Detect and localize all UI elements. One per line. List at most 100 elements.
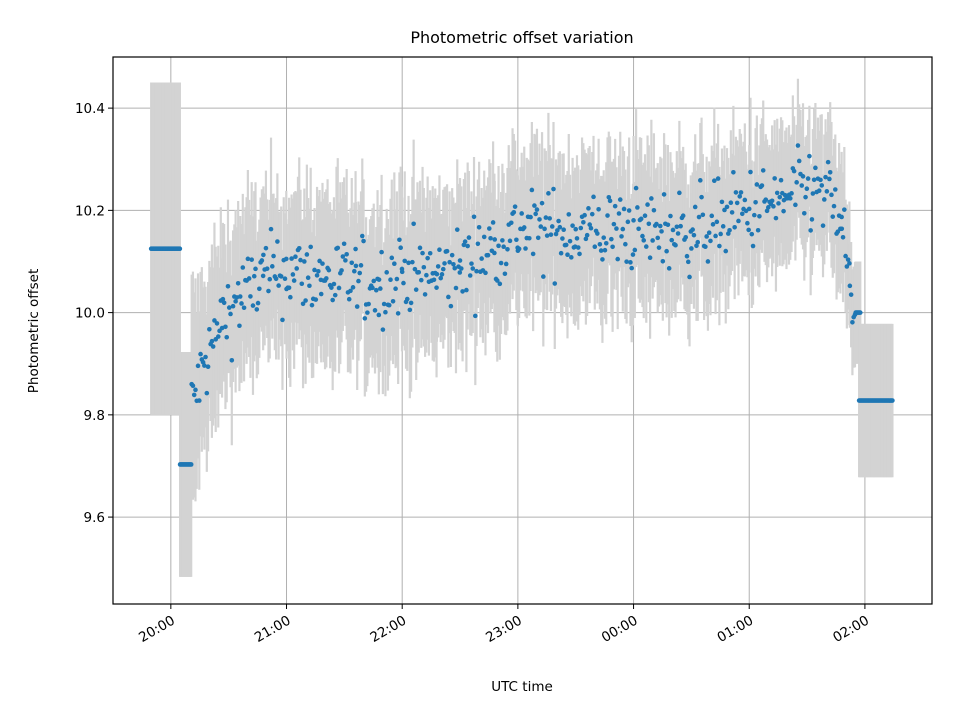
data-point xyxy=(669,237,675,243)
data-point xyxy=(625,219,631,225)
plot-frame xyxy=(112,56,933,605)
data-point xyxy=(720,224,726,229)
data-point xyxy=(727,227,732,233)
data-point xyxy=(660,258,666,264)
data-point xyxy=(710,222,716,227)
data-point xyxy=(629,265,634,271)
data-point xyxy=(324,276,329,281)
data-point xyxy=(670,227,676,233)
data-point xyxy=(804,186,810,192)
data-point xyxy=(857,310,863,315)
data-point xyxy=(600,257,605,262)
x-axis: 20:00 21:00 22:00 23:00 00:00 01:00 02:00 xyxy=(136,604,872,646)
data-point xyxy=(449,252,455,258)
data-point xyxy=(483,270,488,276)
data-point xyxy=(801,211,807,216)
y-axis: 9.6 9.8 10.0 10.2 10.4 xyxy=(75,101,113,526)
data-point xyxy=(196,398,202,403)
data-point xyxy=(289,256,294,261)
data-point xyxy=(609,236,614,242)
data-point xyxy=(737,194,743,199)
data-point xyxy=(271,253,276,259)
data-point xyxy=(605,213,610,218)
data-point xyxy=(485,252,491,258)
data-point xyxy=(362,316,368,321)
data-point xyxy=(651,207,657,213)
x-tick-label: 21:00 xyxy=(252,613,294,646)
data-point xyxy=(346,296,352,302)
data-point xyxy=(424,272,429,278)
data-point xyxy=(591,194,596,200)
data-point xyxy=(229,358,235,363)
data-point xyxy=(620,226,626,232)
data-point xyxy=(642,213,648,219)
data-point xyxy=(831,203,837,209)
error-bars xyxy=(150,78,894,577)
data-point xyxy=(370,285,375,291)
data-point xyxy=(326,267,332,273)
data-point xyxy=(665,222,671,228)
data-point xyxy=(358,263,364,268)
data-point xyxy=(684,253,690,259)
data-point xyxy=(410,259,415,265)
data-point xyxy=(632,247,638,253)
data-point xyxy=(754,182,760,187)
data-point xyxy=(417,245,423,251)
data-point xyxy=(819,183,825,188)
data-point xyxy=(469,261,474,266)
data-point xyxy=(607,198,613,204)
data-point xyxy=(631,218,636,223)
data-point xyxy=(215,334,221,339)
data-point xyxy=(689,246,694,251)
data-point xyxy=(307,283,312,289)
data-point xyxy=(816,188,822,194)
data-point xyxy=(630,252,636,257)
data-point xyxy=(427,250,433,256)
data-point xyxy=(453,285,459,291)
data-point xyxy=(558,250,564,256)
data-point xyxy=(659,229,664,234)
data-point xyxy=(516,246,522,252)
data-point xyxy=(228,311,233,317)
data-point xyxy=(359,233,365,239)
data-point xyxy=(452,265,458,271)
data-point xyxy=(442,261,447,266)
data-point xyxy=(352,268,357,274)
data-point xyxy=(645,202,650,207)
data-point xyxy=(535,235,541,241)
data-point xyxy=(354,304,360,309)
data-point xyxy=(412,266,418,272)
data-point xyxy=(214,321,220,326)
data-point xyxy=(787,196,793,201)
data-point xyxy=(308,244,313,250)
chart-title: Photometric offset variation xyxy=(410,28,633,47)
data-point xyxy=(401,280,406,286)
data-point xyxy=(305,275,311,281)
data-point xyxy=(694,243,699,249)
data-point xyxy=(656,245,662,250)
data-point xyxy=(624,259,629,264)
data-point xyxy=(406,260,411,266)
data-point xyxy=(497,281,503,287)
x-tick-label: 02:00 xyxy=(830,613,872,646)
data-point xyxy=(675,231,681,236)
data-point xyxy=(596,207,601,212)
data-point xyxy=(313,297,319,302)
data-point xyxy=(621,206,627,212)
data-point xyxy=(457,270,463,275)
data-point xyxy=(304,252,310,257)
data-point xyxy=(257,286,262,292)
data-point xyxy=(803,194,808,200)
data-point xyxy=(734,200,740,206)
data-point xyxy=(451,261,456,267)
data-point xyxy=(844,264,850,269)
data-point xyxy=(263,245,269,251)
data-point xyxy=(435,264,441,269)
data-point xyxy=(830,214,836,219)
data-point xyxy=(573,226,579,232)
data-point xyxy=(809,217,815,222)
data-point xyxy=(553,231,559,237)
data-point xyxy=(719,199,725,205)
data-point xyxy=(738,190,744,195)
data-point xyxy=(574,236,580,241)
